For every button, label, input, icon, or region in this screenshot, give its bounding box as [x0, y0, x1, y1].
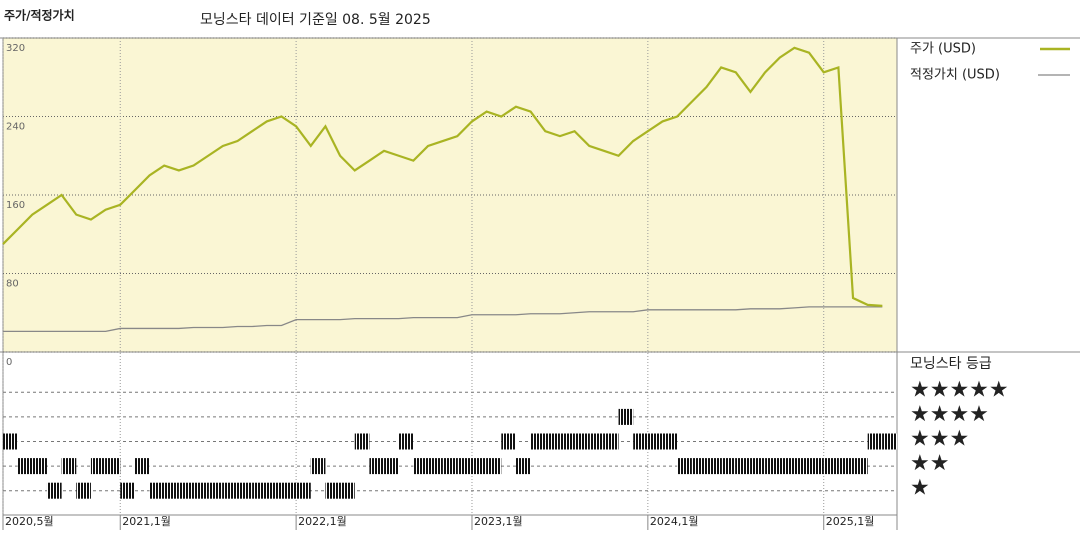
rating-block [867, 433, 883, 450]
rating-block [17, 458, 33, 475]
rating-block [369, 458, 385, 475]
rating-block [662, 433, 678, 450]
y-tick-label: 160 [6, 200, 25, 211]
rating-block [178, 482, 194, 499]
rating-block [237, 482, 253, 499]
rating-block [442, 458, 458, 475]
rating-block [90, 458, 106, 475]
rating-block [633, 433, 648, 450]
rating-block [589, 433, 604, 450]
x-tick-label: 2022,1월 [298, 515, 347, 528]
rating-block [457, 458, 472, 475]
rating-block [46, 482, 62, 499]
rating-block [574, 433, 590, 450]
rating-block [252, 482, 267, 499]
rating-block [545, 433, 560, 450]
x-tick-label: 2024,1월 [650, 515, 699, 528]
rating-block [398, 433, 414, 450]
rating-block [76, 482, 91, 499]
series-line [2, 46, 883, 307]
rating-block [310, 458, 326, 475]
rating-block [677, 458, 692, 475]
y-tick-label: 320 [6, 43, 25, 54]
rating-block [120, 482, 135, 499]
rating-block [706, 458, 722, 475]
rating-block [486, 458, 502, 475]
rating-block [721, 458, 736, 475]
chart-title: 주가/적정가치 [4, 8, 75, 23]
rating-block [164, 482, 179, 499]
rating-block [325, 482, 341, 499]
y-tick-label: 80 [6, 279, 19, 290]
rating-block [882, 433, 897, 450]
legend-label: 주가 (USD) [910, 42, 976, 57]
legend-label: 적정가치 (USD) [910, 68, 1000, 83]
chart-subtitle: 모닝스타 데이터 기준일 08. 5월 2025 [200, 12, 431, 28]
rating-block [838, 458, 854, 475]
rating-block [222, 482, 238, 499]
rating-block [3, 433, 18, 450]
rating-block [853, 458, 868, 475]
rating-block [296, 482, 311, 499]
rating-block [281, 482, 297, 499]
rating-tick-label: ★★★ [910, 427, 969, 452]
rating-block [794, 458, 810, 475]
rating-block [618, 408, 634, 425]
rating-block [471, 458, 487, 475]
rating-block [515, 458, 531, 475]
x-tick-label: 2023,1월 [474, 515, 523, 528]
series-line [3, 306, 883, 333]
rating-block [559, 433, 575, 450]
rating-block [354, 433, 370, 450]
rating-block [61, 458, 77, 475]
rating-block [501, 433, 516, 450]
x-tick-label: 2025,1월 [826, 515, 875, 528]
rating-block [691, 458, 707, 475]
rating-block [735, 458, 751, 475]
x-tick-label: 2020,5월 [5, 515, 54, 528]
rating-tick-label: ★★★★★ [910, 377, 1009, 402]
rating-tick-label: ★★★★ [910, 402, 989, 427]
rating-block [384, 458, 399, 475]
rating-tick-label: ★★ [910, 451, 949, 476]
rating-block [105, 458, 121, 475]
rating-title: 모닝스타 등급 [910, 356, 992, 372]
rating-block [647, 433, 663, 450]
rating-block [750, 458, 766, 475]
rating-block [193, 482, 209, 499]
rating-block [340, 482, 355, 499]
rating-block [428, 458, 443, 475]
rating-block [823, 458, 839, 475]
rating-block [149, 482, 165, 499]
y-tick-label: 0 [6, 357, 12, 368]
rating-tick-label: ★ [910, 476, 930, 501]
rating-block [530, 433, 546, 450]
rating-block [134, 458, 150, 475]
rating-block [208, 482, 223, 499]
x-tick-label: 2021,1월 [122, 515, 171, 528]
rating-block [266, 482, 282, 499]
rating-block [413, 458, 429, 475]
rating-block [603, 433, 619, 450]
y-tick-label: 240 [6, 122, 25, 133]
rating-block [32, 458, 47, 475]
rating-block [809, 458, 824, 475]
rating-block [779, 458, 795, 475]
rating-block [765, 458, 780, 475]
